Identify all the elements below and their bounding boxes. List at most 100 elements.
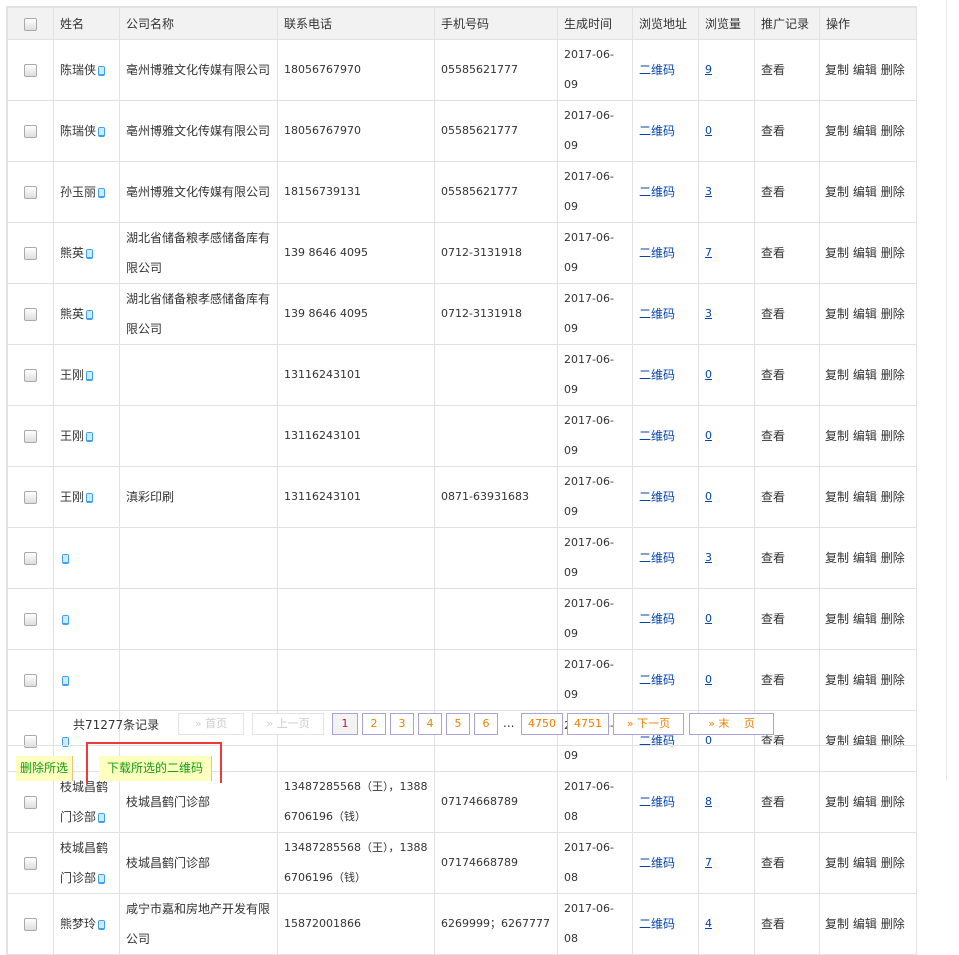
qr-code-link[interactable]: 二维码 [639, 185, 676, 199]
view-record-link[interactable]: 查看 [761, 917, 786, 931]
edit-link[interactable]: 编辑 [852, 307, 877, 321]
views-link[interactable]: 0 [705, 124, 712, 137]
edit-link[interactable]: 编辑 [852, 734, 877, 748]
copy-link[interactable]: 复制 [825, 673, 850, 687]
edit-link[interactable]: 编辑 [852, 246, 877, 260]
view-record-link[interactable]: 查看 [761, 246, 786, 260]
qr-code-link[interactable]: 二维码 [639, 551, 676, 565]
edit-link[interactable]: 编辑 [852, 368, 877, 382]
views-link[interactable]: 0 [705, 429, 712, 442]
edit-link[interactable]: 编辑 [852, 429, 877, 443]
view-record-link[interactable]: 查看 [761, 490, 786, 504]
edit-link[interactable]: 编辑 [852, 612, 877, 626]
copy-link[interactable]: 复制 [825, 124, 850, 138]
views-link[interactable]: 8 [705, 795, 712, 808]
view-record-link[interactable]: 查看 [761, 734, 786, 748]
views-link[interactable]: 0 [705, 368, 712, 381]
copy-link[interactable]: 复制 [825, 856, 850, 870]
delete-link[interactable]: 删除 [880, 673, 905, 687]
view-record-link[interactable]: 查看 [761, 551, 786, 565]
views-link[interactable]: 0 [705, 490, 712, 503]
qr-code-link[interactable]: 二维码 [639, 368, 676, 382]
qr-code-link[interactable]: 二维码 [639, 490, 676, 504]
qr-code-link[interactable]: 二维码 [639, 429, 676, 443]
copy-link[interactable]: 复制 [825, 429, 850, 443]
copy-link[interactable]: 复制 [825, 490, 850, 504]
edit-link[interactable]: 编辑 [852, 795, 877, 809]
views-link[interactable]: 7 [705, 246, 712, 259]
copy-link[interactable]: 复制 [825, 795, 850, 809]
views-link[interactable]: 4 [705, 917, 712, 930]
select-all-checkbox[interactable] [24, 17, 37, 31]
row-checkbox[interactable] [24, 308, 37, 321]
views-link[interactable]: 0 [705, 673, 712, 686]
copy-link[interactable]: 复制 [825, 917, 850, 931]
views-link[interactable]: 7 [705, 856, 712, 869]
page-6[interactable]: 6 [474, 713, 498, 735]
view-record-link[interactable]: 查看 [761, 63, 786, 77]
edit-link[interactable]: 编辑 [852, 124, 877, 138]
copy-link[interactable]: 复制 [825, 307, 850, 321]
qr-code-link[interactable]: 二维码 [639, 246, 676, 260]
scrollbar[interactable] [946, 0, 959, 781]
copy-link[interactable]: 复制 [825, 246, 850, 260]
edit-link[interactable]: 编辑 [852, 856, 877, 870]
row-checkbox[interactable] [24, 64, 37, 77]
delete-link[interactable]: 删除 [880, 856, 905, 870]
view-record-link[interactable]: 查看 [761, 856, 786, 870]
qr-code-link[interactable]: 二维码 [639, 612, 676, 626]
view-record-link[interactable]: 查看 [761, 124, 786, 138]
copy-link[interactable]: 复制 [825, 734, 850, 748]
row-checkbox[interactable] [24, 430, 37, 443]
delete-link[interactable]: 删除 [880, 795, 905, 809]
page-4751[interactable]: 4751 [567, 713, 609, 735]
row-checkbox[interactable] [24, 857, 37, 870]
row-checkbox[interactable] [24, 796, 37, 809]
view-record-link[interactable]: 查看 [761, 185, 786, 199]
prev-page-button[interactable]: » 上一页 [252, 713, 324, 735]
delete-selected-button[interactable]: 删除所选 [16, 756, 74, 781]
edit-link[interactable]: 编辑 [852, 917, 877, 931]
download-qr-button[interactable]: 下载所选的二维码 [99, 756, 213, 781]
row-checkbox[interactable] [24, 369, 37, 382]
page-1[interactable]: 1 [332, 713, 358, 735]
qr-code-link[interactable]: 二维码 [639, 673, 676, 687]
delete-link[interactable]: 删除 [880, 917, 905, 931]
copy-link[interactable]: 复制 [825, 551, 850, 565]
page-4[interactable]: 4 [418, 713, 442, 735]
row-checkbox[interactable] [24, 247, 37, 260]
qr-code-link[interactable]: 二维码 [639, 124, 676, 138]
edit-link[interactable]: 编辑 [852, 551, 877, 565]
last-page-button[interactable]: » 末 页 [689, 713, 774, 735]
views-link[interactable]: 9 [705, 63, 712, 76]
copy-link[interactable]: 复制 [825, 185, 850, 199]
copy-link[interactable]: 复制 [825, 612, 850, 626]
delete-link[interactable]: 删除 [880, 490, 905, 504]
view-record-link[interactable]: 查看 [761, 673, 786, 687]
delete-link[interactable]: 删除 [880, 185, 905, 199]
delete-link[interactable]: 删除 [880, 307, 905, 321]
views-link[interactable]: 3 [705, 185, 712, 198]
page-2[interactable]: 2 [362, 713, 386, 735]
views-link[interactable]: 0 [705, 734, 712, 747]
row-checkbox[interactable] [24, 674, 37, 687]
row-checkbox[interactable] [24, 186, 37, 199]
edit-link[interactable]: 编辑 [852, 490, 877, 504]
view-record-link[interactable]: 查看 [761, 307, 786, 321]
delete-link[interactable]: 删除 [880, 734, 905, 748]
qr-code-link[interactable]: 二维码 [639, 917, 676, 931]
edit-link[interactable]: 编辑 [852, 673, 877, 687]
delete-link[interactable]: 删除 [880, 246, 905, 260]
qr-code-link[interactable]: 二维码 [639, 856, 676, 870]
view-record-link[interactable]: 查看 [761, 612, 786, 626]
copy-link[interactable]: 复制 [825, 368, 850, 382]
edit-link[interactable]: 编辑 [852, 63, 877, 77]
row-checkbox[interactable] [24, 552, 37, 565]
view-record-link[interactable]: 查看 [761, 429, 786, 443]
page-4750[interactable]: 4750 [521, 713, 563, 735]
delete-link[interactable]: 删除 [880, 63, 905, 77]
qr-code-link[interactable]: 二维码 [639, 307, 676, 321]
page-3[interactable]: 3 [390, 713, 414, 735]
first-page-button[interactable]: » 首页 [178, 713, 244, 735]
qr-code-link[interactable]: 二维码 [639, 734, 676, 748]
